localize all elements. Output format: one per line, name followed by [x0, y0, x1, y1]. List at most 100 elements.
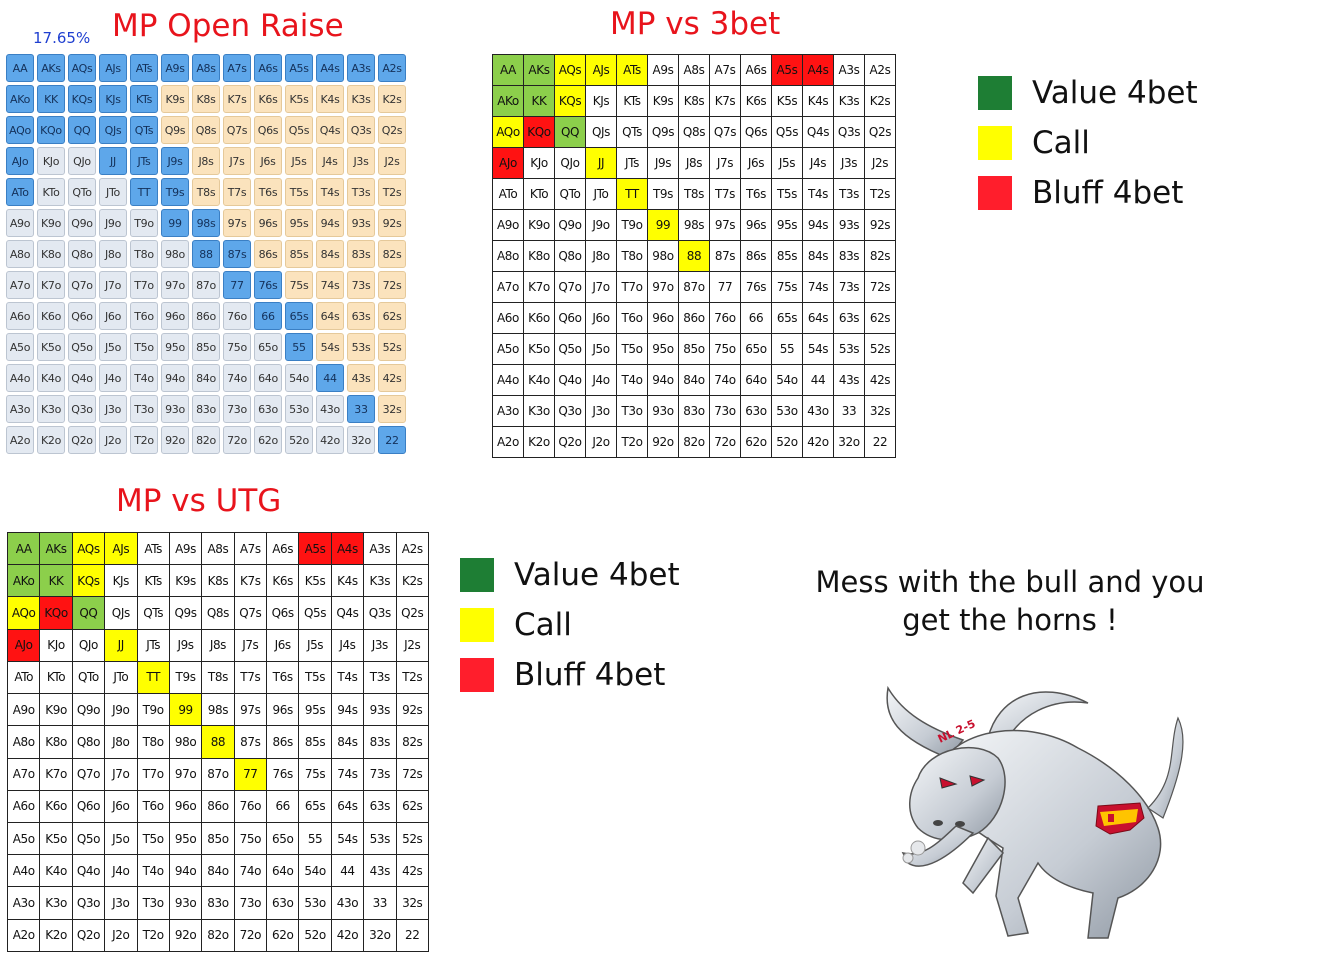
range-cell: A9o — [6, 693, 41, 727]
range-cell: 33 — [363, 886, 397, 920]
range-row: AKo KK KQs KJs KTs K9s K8s K7s K6s K5s K4s K3s K2s — [6, 564, 429, 598]
motto-line-1: Mess with the bull and you — [815, 565, 1205, 599]
legend-label: Value 4bet — [1032, 75, 1198, 111]
legend-item: Call — [978, 118, 1198, 168]
range-cell: Q2s — [864, 116, 896, 148]
range-cell: ATo — [6, 178, 34, 206]
range-cell: Q8s — [192, 116, 220, 144]
range-cell: A7s — [223, 54, 251, 82]
range-cell: 66 — [740, 302, 772, 334]
range-cell: K3o — [39, 886, 73, 920]
range-cell: J7o — [585, 271, 617, 303]
range-cell: T5s — [285, 178, 313, 206]
range-cell: J4o — [99, 364, 127, 392]
range-cell: A7s — [233, 531, 268, 566]
legend-swatch — [978, 176, 1012, 210]
range-cell: J6s — [254, 147, 282, 175]
range-cell: 52s — [864, 333, 896, 365]
vs-3bet-title: MP vs 3bet — [610, 6, 781, 42]
range-cell: K2o — [523, 426, 555, 458]
range-cell: 82o — [678, 426, 710, 458]
range-row: AJo KJo QJo JJ JTs J9s J8s J7s J6s J5s J4s J3s J2s — [6, 628, 429, 662]
range-row: A4o K4o Q4o J4o T4o 94o 84o 74o 64o 54o 44 43s 42s — [6, 854, 429, 888]
range-cell: 76s — [254, 271, 282, 299]
range-cell: 92o — [647, 426, 679, 458]
range-cell: 62s — [378, 302, 406, 330]
range-cell: Q2s — [378, 116, 406, 144]
range-cell: 32s — [395, 886, 429, 920]
range-cell: Q4o — [68, 364, 96, 392]
range-cell: KTo — [39, 660, 73, 695]
range-cell: K7s — [223, 85, 251, 113]
range-cell: 82s — [864, 240, 896, 272]
range-cell: J9s — [647, 147, 679, 179]
range-cell: KTo — [523, 178, 555, 210]
range-cell: Q8o — [554, 240, 586, 272]
range-cell: A4s — [802, 54, 834, 86]
range-cell: 87s — [709, 240, 741, 272]
range-cell: T9s — [647, 178, 679, 210]
range-cell: K5o — [523, 333, 555, 365]
range-cell: A8o — [6, 725, 41, 759]
range-cell: 43s — [833, 364, 865, 396]
range-cell: J6o — [99, 302, 127, 330]
range-cell: 53o — [771, 395, 803, 427]
vs-utg-title: MP vs UTG — [116, 483, 282, 519]
range-cell: Q3s — [833, 116, 865, 148]
range-cell: T6o — [130, 302, 158, 330]
range-cell: 76o — [233, 789, 268, 823]
range-cell: AJo — [6, 628, 41, 662]
range-row: AA AKs AQs AJs ATs A9s A8s A7s A6s A5s A4s A3s A2s — [6, 531, 429, 566]
range-cell: KTo — [37, 178, 65, 206]
range-cell: JTs — [136, 628, 170, 662]
range-cell: Q3o — [68, 395, 96, 423]
legend-bottom: Value 4bet Call Bluff 4bet — [460, 550, 680, 700]
range-cell: 92s — [378, 209, 406, 237]
range-cell: J8s — [678, 147, 710, 179]
range-cell: 73o — [233, 886, 268, 920]
range-cell: KQo — [37, 116, 65, 144]
range-cell: 54s — [802, 333, 834, 365]
range-cell: 53o — [285, 395, 313, 423]
range-cell: K8s — [201, 564, 235, 598]
bull-illustration: NL 2-5 — [886, 685, 1184, 939]
range-cell: Q5o — [68, 333, 96, 361]
legend-item: Bluff 4bet — [978, 168, 1198, 218]
range-cell: 88 — [678, 240, 710, 272]
range-cell: T7s — [223, 178, 251, 206]
range-cell: 53s — [833, 333, 865, 365]
range-cell: 65s — [285, 302, 313, 330]
range-cell: K8o — [39, 725, 73, 759]
range-cell: KJo — [523, 147, 555, 179]
range-cell: A4o — [6, 854, 41, 888]
range-cell: K4o — [523, 364, 555, 396]
range-cell: Q2o — [71, 918, 106, 953]
range-cell: 63o — [265, 886, 300, 920]
range-cell: A7o — [6, 271, 34, 299]
range-cell: Q5o — [71, 821, 106, 856]
range-cell: 52s — [378, 333, 406, 361]
range-cell: 85s — [285, 240, 313, 268]
range-cell: K6s — [740, 85, 772, 117]
range-cell: 93o — [161, 395, 189, 423]
open-raise-grid: AA AKs AQs AJs ATs A9s A8s A7s A6s A5s A4s A3s A2s AK… — [6, 54, 406, 454]
range-cell: QQ — [554, 116, 586, 148]
range-cell: 42s — [864, 364, 896, 396]
range-cell: A6s — [265, 531, 300, 566]
range-cell: 87o — [192, 271, 220, 299]
range-cell: 94o — [161, 364, 189, 392]
range-row: AQo KQo QQ QJs QTs Q9s Q8s Q7s Q6s Q5s Q4s Q3s Q2s — [492, 116, 896, 148]
legend-label: Call — [1032, 125, 1090, 161]
range-cell: 98s — [192, 209, 220, 237]
range-cell: 72s — [864, 271, 896, 303]
range-cell: 88 — [192, 240, 220, 268]
range-cell: 86s — [265, 725, 300, 759]
range-cell: A5o — [6, 821, 41, 856]
range-cell: 95o — [161, 333, 189, 361]
range-cell: 62s — [395, 789, 429, 823]
range-cell: 73s — [363, 757, 397, 791]
range-cell: T7o — [616, 271, 648, 303]
range-cell: 75o — [233, 821, 268, 856]
range-cell: AQs — [68, 54, 96, 82]
range-cell: J4s — [802, 147, 834, 179]
